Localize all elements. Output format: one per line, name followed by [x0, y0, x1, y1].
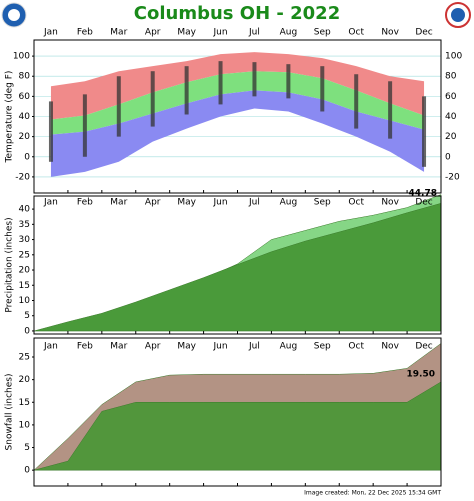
y-axis-label: Temperature (deg F): [5, 71, 15, 164]
x-tick-label: Feb: [77, 342, 93, 352]
observed-range: [218, 61, 223, 105]
x-tick-label: Jun: [213, 28, 228, 38]
observed-range: [354, 74, 359, 129]
x-tick-label: May: [177, 28, 196, 38]
x-tick-label: Oct: [348, 342, 364, 352]
temperature-band: [50, 71, 425, 135]
y-tick-label: 10: [19, 296, 31, 306]
observed-range: [48, 101, 53, 162]
y-tick-label: 5: [24, 311, 30, 321]
plot-frame: [33, 195, 442, 335]
x-tick-label: Mar: [110, 198, 127, 208]
y2-tick-label: -20: [445, 172, 460, 182]
x-tick-label: Dec: [415, 28, 432, 38]
x-tick-label: Oct: [348, 198, 364, 208]
observed-range: [388, 81, 393, 139]
y-tick-label: 15: [19, 398, 30, 408]
y2-tick-label: 100: [445, 52, 462, 62]
observed-range: [422, 96, 427, 167]
x-tick-label: Jul: [248, 342, 260, 352]
observed-range: [252, 62, 257, 97]
y-tick-label: 30: [19, 235, 31, 245]
footer: Image created: Mon, 22 Dec 2025 15:34 GM…: [304, 490, 441, 497]
x-tick-label: Feb: [77, 198, 93, 208]
y-tick-label: 0: [24, 466, 30, 476]
x-tick-label: Oct: [348, 28, 364, 38]
x-tick-label: Aug: [280, 198, 298, 208]
plot-frame: [33, 337, 442, 487]
x-tick-label: Apr: [145, 342, 161, 352]
temperature-band: [50, 52, 425, 120]
temperature-band: [50, 90, 425, 177]
y-tick-label: 40: [19, 112, 31, 122]
x-tick-label: Sep: [314, 198, 331, 208]
observed-range: [116, 76, 121, 137]
plot-frame: [33, 39, 442, 194]
y-axis-label: Snowfall (inches): [5, 374, 15, 451]
x-tick-label: Jun: [213, 198, 228, 208]
observed-range: [82, 94, 87, 157]
y-tick-label: -20: [15, 172, 30, 182]
y-tick-label: 60: [19, 92, 31, 102]
x-tick-label: Aug: [280, 342, 298, 352]
y-tick-label: 35: [19, 220, 30, 230]
cumulative-area: [33, 381, 442, 471]
x-tick-label: May: [177, 198, 196, 208]
y-tick-label: 15: [19, 281, 30, 291]
y-tick-label: 20: [19, 375, 31, 385]
y2-tick-label: 40: [445, 112, 457, 122]
value-label: 44.78: [409, 189, 437, 199]
x-tick-label: Jan: [43, 198, 58, 208]
y-tick-label: 40: [19, 205, 31, 215]
x-tick-label: May: [177, 342, 196, 352]
value-label: 19.50: [407, 369, 435, 379]
y2-tick-label: 80: [445, 72, 457, 82]
x-tick-label: Nov: [381, 28, 399, 38]
x-tick-label: Apr: [145, 28, 161, 38]
y2-tick-label: 0: [445, 152, 451, 162]
y-axis-label: Precipitation (inches): [5, 217, 15, 312]
y-tick-label: 80: [19, 72, 31, 82]
x-tick-label: Jun: [213, 342, 228, 352]
y-tick-label: 100: [13, 52, 30, 62]
x-tick-label: Jan: [43, 342, 58, 352]
nws-logo-inner: [451, 8, 465, 22]
y-tick-label: 0: [24, 326, 30, 336]
x-tick-label: Nov: [381, 342, 399, 352]
x-tick-label: Jan: [43, 28, 58, 38]
x-tick-label: Apr: [145, 198, 161, 208]
x-tick-label: Aug: [280, 28, 298, 38]
y-tick-label: 25: [19, 353, 30, 363]
observed-range: [150, 71, 155, 127]
y-tick-label: 5: [24, 443, 30, 453]
x-tick-label: Nov: [381, 198, 399, 208]
observed-range: [184, 66, 189, 115]
cumulative-area: [33, 202, 442, 332]
observed-range: [320, 66, 325, 112]
x-tick-label: Jul: [248, 198, 260, 208]
chart-title: Columbus OH - 2022: [134, 3, 340, 24]
observed-range: [286, 64, 291, 99]
x-tick-label: Feb: [77, 28, 93, 38]
y-tick-label: 10: [19, 420, 31, 430]
y2-tick-label: 60: [445, 92, 457, 102]
y-tick-label: 25: [19, 250, 30, 260]
x-tick-label: Mar: [110, 342, 127, 352]
y2-tick-label: 20: [445, 132, 457, 142]
x-tick-label: Dec: [415, 342, 432, 352]
x-tick-label: Dec: [415, 198, 432, 208]
y-tick-label: 0: [24, 152, 30, 162]
x-tick-label: Sep: [314, 342, 331, 352]
noaa-logo-inner: [8, 9, 20, 21]
y-tick-label: 20: [19, 132, 31, 142]
y-tick-label: 20: [19, 266, 31, 276]
x-tick-label: Mar: [110, 28, 127, 38]
x-tick-label: Jul: [248, 28, 260, 38]
x-tick-label: Sep: [314, 28, 331, 38]
